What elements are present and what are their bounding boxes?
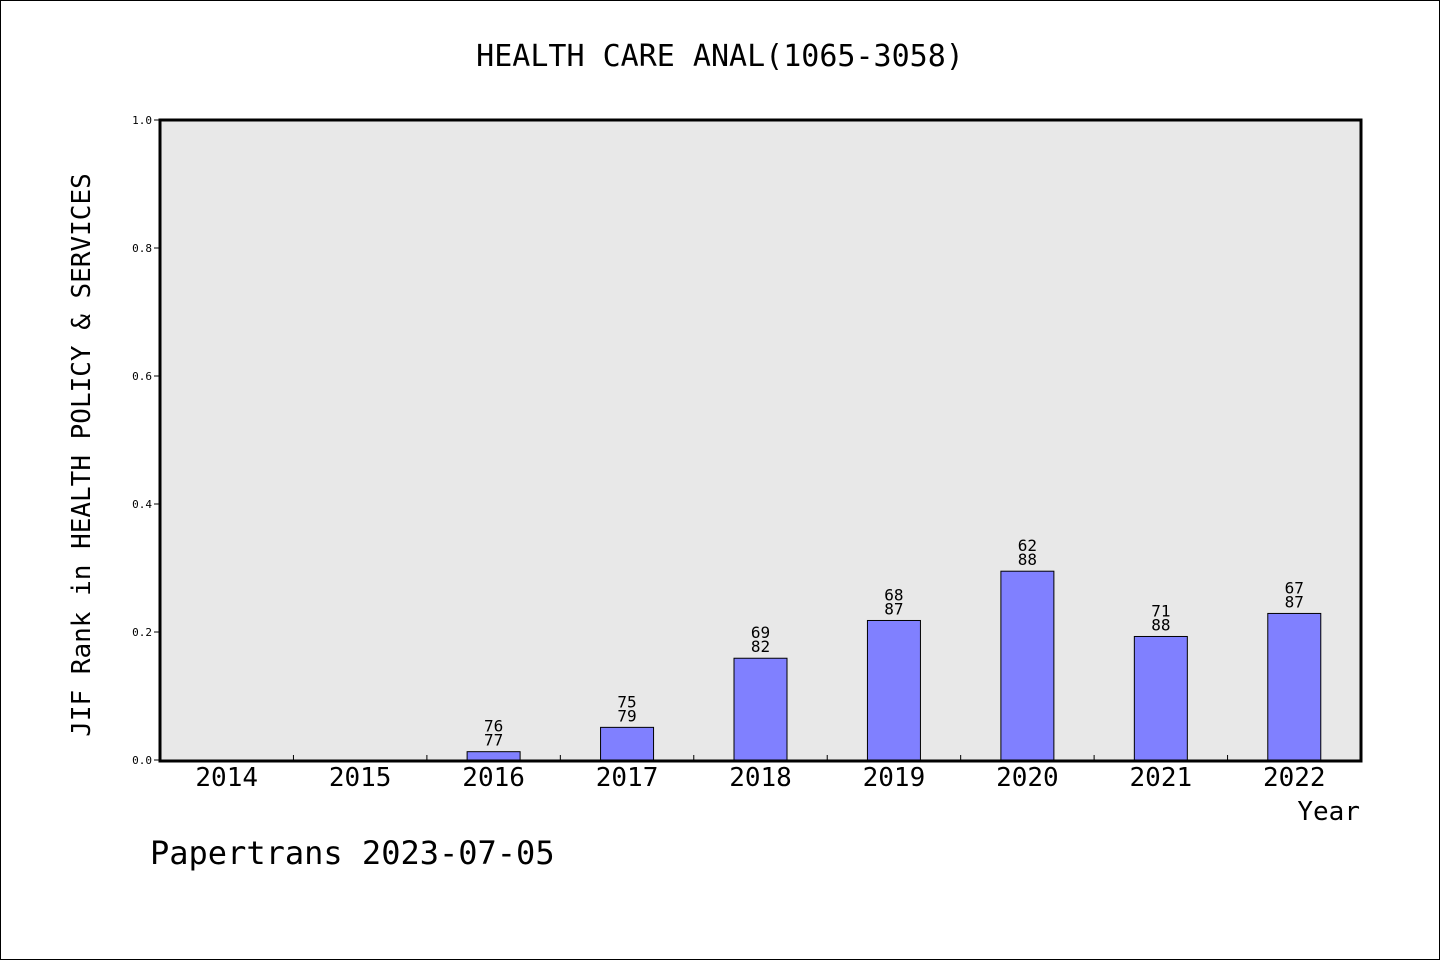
y-tick-label: 0.2 [132,626,152,639]
bar-label-total: 82 [751,637,770,656]
bar-2018 [733,657,788,761]
x-tick-label: 2015 [329,763,392,793]
bar-2019 [866,619,921,761]
footer-credit: Papertrans 2023-07-05 [150,834,555,872]
bar-label-rank: 75 [617,692,636,711]
bar-2020 [1000,570,1055,761]
bar-label-total: 88 [1018,550,1037,569]
x-axis-label: Year [1297,797,1360,827]
bar-label-total: 88 [1151,615,1170,634]
bar-label-total: 79 [617,706,636,725]
bar-label-rank: 62 [1018,536,1037,555]
y-axis-label: JIF Rank in HEALTH POLICY & SERVICES [67,173,97,737]
bar-label-rank: 71 [1151,601,1170,620]
x-tick-label: 2017 [596,763,659,793]
y-tick-label: 1.0 [132,114,152,127]
x-tick-label: 2014 [195,763,258,793]
bar-label-total: 87 [884,599,903,618]
y-tick-label: 0.4 [132,498,152,511]
bar-2016 [466,751,521,761]
y-tick-label: 0.8 [132,242,152,255]
x-tick-label: 2020 [996,763,1059,793]
y-tick-label: 0.6 [132,370,152,383]
bar-2021 [1133,635,1188,761]
bar-2022 [1267,612,1322,761]
bars [466,570,1322,761]
x-tick-label: 2016 [462,763,525,793]
x-tick-label: 2018 [729,763,792,793]
x-tick-label: 2021 [1130,763,1193,793]
bar-label-rank: 76 [484,717,503,736]
bar-label-rank: 67 [1285,578,1304,597]
bar-label-total: 87 [1285,592,1304,611]
bar-label-total: 77 [484,731,503,750]
bar-label-rank: 69 [751,623,770,642]
y-tick-label: 0.0 [132,754,152,767]
bar-2017 [600,726,655,761]
chart-title: HEALTH CARE ANAL(1065-3058) [476,39,964,74]
x-tick-label: 2019 [863,763,926,793]
y-axis: 0.0 0.2 0.4 0.6 0.8 1.0 [132,114,160,767]
x-tick-label: 2022 [1263,763,1326,793]
x-axis: 2014 2015 2016 2017 2018 2019 2020 2021 2022 [195,755,1326,793]
bar-label-rank: 68 [884,585,903,604]
